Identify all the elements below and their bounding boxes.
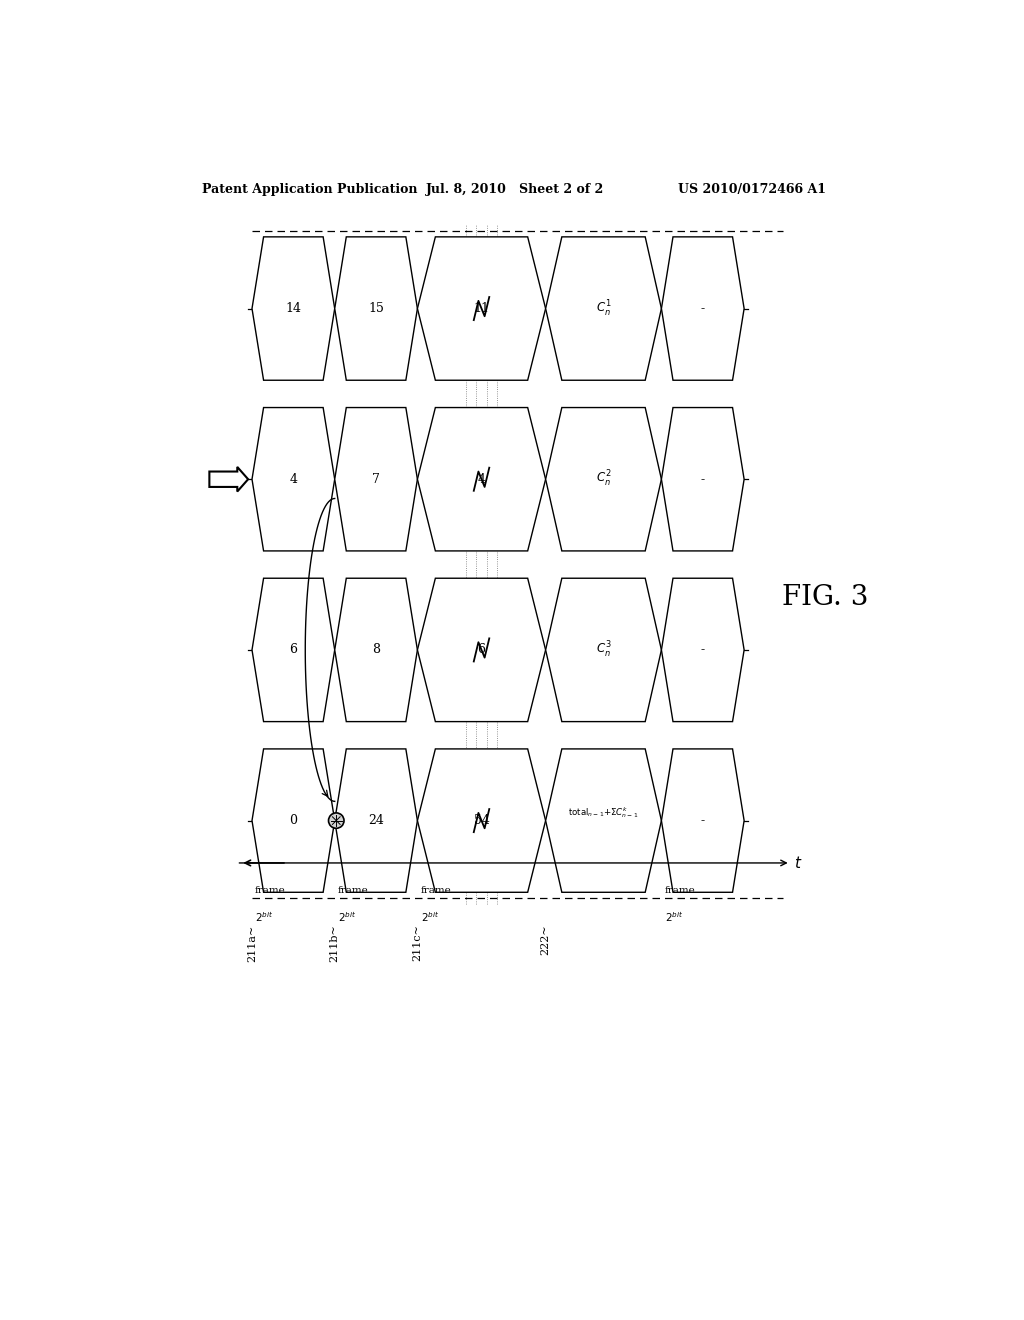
Text: -: - (700, 643, 705, 656)
Text: US 2010/0172466 A1: US 2010/0172466 A1 (678, 182, 826, 195)
Text: FIG. 3: FIG. 3 (782, 583, 868, 611)
Text: 4: 4 (290, 473, 297, 486)
Text: 14: 14 (286, 302, 301, 315)
Text: 4: 4 (477, 473, 485, 486)
Text: 24: 24 (368, 814, 384, 828)
Text: frame: frame (255, 886, 286, 895)
Polygon shape (662, 748, 744, 892)
Polygon shape (335, 578, 418, 722)
Polygon shape (252, 408, 335, 550)
Polygon shape (335, 236, 418, 380)
Text: 8: 8 (372, 643, 380, 656)
Polygon shape (252, 578, 335, 722)
Polygon shape (546, 408, 662, 550)
Polygon shape (252, 236, 335, 380)
Polygon shape (662, 578, 744, 722)
Text: -: - (700, 814, 705, 828)
Polygon shape (418, 236, 546, 380)
Polygon shape (662, 408, 744, 550)
FancyArrow shape (209, 467, 248, 491)
Text: Patent Application Publication: Patent Application Publication (202, 182, 417, 195)
Text: 222~: 222~ (541, 924, 551, 956)
Polygon shape (546, 578, 662, 722)
Polygon shape (335, 748, 418, 892)
Polygon shape (546, 748, 662, 892)
Text: 0: 0 (290, 814, 297, 828)
Text: -: - (700, 473, 705, 486)
Polygon shape (418, 578, 546, 722)
Text: $C^1_n$: $C^1_n$ (596, 298, 611, 318)
Text: 7: 7 (372, 473, 380, 486)
Text: 211a~: 211a~ (247, 924, 257, 962)
Text: 6: 6 (477, 643, 485, 656)
Polygon shape (418, 408, 546, 550)
Polygon shape (252, 748, 335, 892)
Text: $2^{bit}$: $2^{bit}$ (665, 911, 683, 924)
Polygon shape (335, 408, 418, 550)
Text: $2^{bit}$: $2^{bit}$ (338, 911, 356, 924)
Text: frame: frame (421, 886, 452, 895)
Text: 211c~: 211c~ (413, 924, 423, 961)
Text: $2^{bit}$: $2^{bit}$ (421, 911, 439, 924)
Text: $2^{bit}$: $2^{bit}$ (255, 911, 273, 924)
Text: 15: 15 (368, 302, 384, 315)
Text: 211b~: 211b~ (330, 924, 340, 962)
Text: $C^2_n$: $C^2_n$ (596, 469, 611, 490)
Polygon shape (662, 236, 744, 380)
Text: 54: 54 (473, 814, 489, 828)
Polygon shape (546, 236, 662, 380)
Polygon shape (418, 748, 546, 892)
Text: frame: frame (665, 886, 695, 895)
Text: 6: 6 (290, 643, 297, 656)
Text: frame: frame (338, 886, 369, 895)
Text: 11: 11 (473, 302, 489, 315)
Text: $C^3_n$: $C^3_n$ (596, 640, 611, 660)
Text: -: - (700, 302, 705, 315)
Text: total$_{n-1}$+$\Sigma C^k_{n-1}$: total$_{n-1}$+$\Sigma C^k_{n-1}$ (568, 805, 639, 820)
Circle shape (329, 813, 344, 829)
Text: Jul. 8, 2010   Sheet 2 of 2: Jul. 8, 2010 Sheet 2 of 2 (426, 182, 604, 195)
Text: $t$: $t$ (795, 855, 803, 871)
